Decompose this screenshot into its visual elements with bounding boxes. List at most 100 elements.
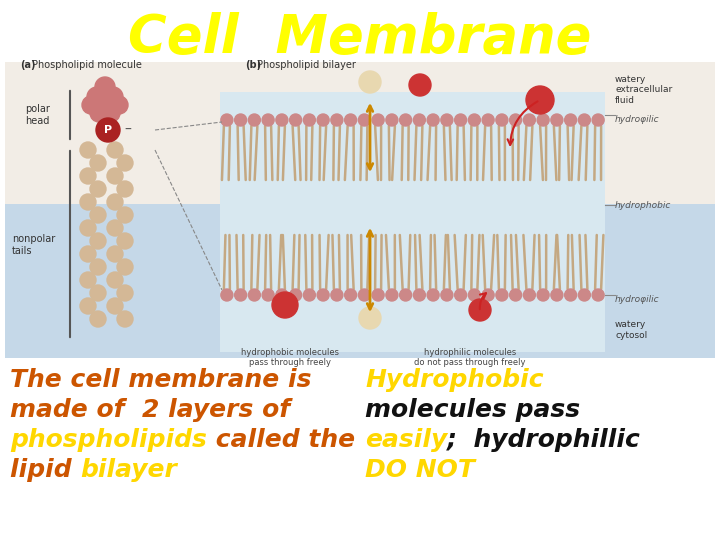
Circle shape — [551, 289, 563, 301]
Circle shape — [564, 289, 577, 301]
Circle shape — [359, 289, 370, 301]
Circle shape — [95, 77, 115, 97]
Circle shape — [372, 114, 384, 126]
Circle shape — [578, 289, 590, 301]
Circle shape — [107, 220, 123, 236]
Circle shape — [117, 311, 133, 327]
Circle shape — [523, 289, 536, 301]
Circle shape — [303, 289, 315, 301]
Text: bilayer: bilayer — [81, 458, 177, 482]
Circle shape — [289, 114, 302, 126]
Circle shape — [345, 289, 356, 301]
Text: hydroφilic: hydroφilic — [615, 116, 660, 125]
Circle shape — [427, 289, 439, 301]
Circle shape — [289, 289, 302, 301]
Circle shape — [359, 307, 381, 329]
Circle shape — [107, 298, 123, 314]
Circle shape — [272, 292, 298, 318]
Text: Cell  Membrane: Cell Membrane — [128, 12, 592, 64]
Text: (a): (a) — [20, 60, 35, 70]
Circle shape — [413, 114, 426, 126]
Circle shape — [372, 289, 384, 301]
Circle shape — [96, 118, 120, 142]
Circle shape — [80, 194, 96, 210]
Text: made of  2 layers of: made of 2 layers of — [10, 398, 290, 422]
Circle shape — [221, 114, 233, 126]
Circle shape — [107, 272, 123, 288]
Circle shape — [413, 289, 426, 301]
Text: called the: called the — [207, 428, 355, 452]
Circle shape — [90, 155, 106, 171]
Circle shape — [317, 289, 329, 301]
Circle shape — [117, 259, 133, 275]
Circle shape — [90, 181, 106, 197]
Circle shape — [103, 87, 123, 107]
Circle shape — [80, 142, 96, 158]
Circle shape — [235, 289, 247, 301]
Circle shape — [90, 233, 106, 249]
Text: (b): (b) — [245, 60, 261, 70]
Circle shape — [564, 114, 577, 126]
Text: nonpolar
tails: nonpolar tails — [12, 234, 55, 256]
Text: watery
extracellular
fluid: watery extracellular fluid — [615, 75, 672, 105]
Circle shape — [592, 289, 604, 301]
Circle shape — [537, 114, 549, 126]
Circle shape — [537, 289, 549, 301]
Circle shape — [359, 71, 381, 93]
Circle shape — [95, 95, 115, 115]
Circle shape — [400, 114, 412, 126]
Circle shape — [102, 104, 120, 122]
Circle shape — [90, 285, 106, 301]
Text: hydroφilic: hydroφilic — [615, 295, 660, 305]
Circle shape — [454, 289, 467, 301]
Circle shape — [107, 142, 123, 158]
Circle shape — [87, 87, 107, 107]
Circle shape — [496, 289, 508, 301]
Circle shape — [427, 114, 439, 126]
Circle shape — [400, 289, 412, 301]
Text: hydrophobic molecules
pass through freely: hydrophobic molecules pass through freel… — [241, 348, 339, 367]
Circle shape — [80, 220, 96, 236]
Circle shape — [80, 168, 96, 184]
FancyBboxPatch shape — [220, 92, 605, 352]
Circle shape — [117, 233, 133, 249]
Text: polar
head: polar head — [25, 104, 50, 126]
Circle shape — [469, 289, 480, 301]
Circle shape — [386, 114, 398, 126]
Text: easily: easily — [365, 428, 447, 452]
Circle shape — [117, 207, 133, 223]
Circle shape — [482, 114, 494, 126]
Text: Phospholipid molecule: Phospholipid molecule — [32, 60, 142, 70]
Circle shape — [510, 114, 521, 126]
Circle shape — [107, 168, 123, 184]
Text: hydrophilic molecules
do not pass through freely: hydrophilic molecules do not pass throug… — [414, 348, 526, 367]
FancyBboxPatch shape — [5, 62, 715, 204]
Text: ;  hydrophillic: ; hydrophillic — [447, 428, 641, 452]
Circle shape — [454, 114, 467, 126]
Circle shape — [345, 114, 356, 126]
Circle shape — [80, 298, 96, 314]
Circle shape — [110, 96, 128, 114]
Circle shape — [303, 114, 315, 126]
Circle shape — [331, 289, 343, 301]
Text: lipid: lipid — [10, 458, 81, 482]
Circle shape — [441, 114, 453, 126]
Circle shape — [90, 311, 106, 327]
Circle shape — [248, 114, 261, 126]
Circle shape — [221, 289, 233, 301]
Circle shape — [117, 155, 133, 171]
Circle shape — [82, 96, 100, 114]
Circle shape — [107, 194, 123, 210]
Circle shape — [496, 114, 508, 126]
Circle shape — [276, 114, 288, 126]
Circle shape — [578, 114, 590, 126]
Circle shape — [317, 114, 329, 126]
Text: P: P — [104, 125, 112, 135]
Circle shape — [90, 104, 108, 122]
Circle shape — [409, 74, 431, 96]
Text: watery
cytosol: watery cytosol — [615, 320, 647, 340]
Circle shape — [262, 114, 274, 126]
Circle shape — [331, 114, 343, 126]
Circle shape — [235, 114, 247, 126]
Circle shape — [441, 289, 453, 301]
